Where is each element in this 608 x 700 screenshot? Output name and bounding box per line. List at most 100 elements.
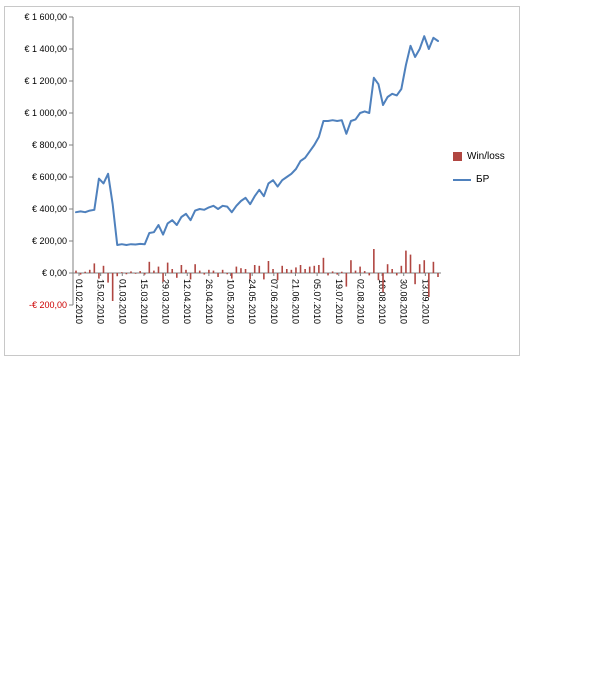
- winloss-bar: [153, 270, 155, 273]
- x-tick-label: 01.03.2010: [117, 279, 127, 324]
- winloss-bar: [208, 269, 210, 273]
- y-tick-label: € 800,00: [32, 140, 67, 150]
- y-tick-label: € 400,00: [32, 204, 67, 214]
- winloss-bar: [350, 260, 352, 273]
- chart-container: € 1 600,00 € 1 400,00 € 1 200,00 € 1 000,00…: [4, 6, 520, 356]
- winloss-bar: [134, 273, 137, 274]
- winloss-bar: [84, 271, 86, 273]
- winloss-bar: [368, 273, 371, 276]
- winloss-bar: [139, 271, 141, 273]
- winloss-bar: [189, 273, 192, 280]
- y-tick-label: € 600,00: [32, 172, 67, 182]
- winloss-bar: [88, 269, 91, 273]
- winloss-bar: [253, 265, 256, 273]
- y-tick-label: € 200,00: [32, 236, 67, 246]
- winloss-bar: [258, 265, 261, 273]
- winloss-bar: [418, 264, 421, 273]
- br-swatch-icon: [453, 178, 471, 181]
- winloss-bar: [125, 273, 128, 275]
- winloss-bar: [176, 273, 178, 278]
- x-tick-label: 29.03.2010: [161, 279, 171, 324]
- y-tick-label: -€ 200,00: [29, 300, 67, 310]
- x-tick-label: 24.05.2010: [247, 279, 257, 324]
- winloss-bar: [322, 257, 325, 273]
- winloss-bar: [166, 262, 169, 273]
- x-tick-label: 19.07.2010: [334, 279, 344, 324]
- winloss-bar: [203, 273, 206, 275]
- winloss-bar: [212, 270, 215, 273]
- y-tick-label: € 1 400,00: [24, 44, 67, 54]
- x-tick-label: 13.09.2010: [420, 279, 430, 324]
- y-tick-label: € 0,00: [42, 268, 67, 278]
- winloss-bar: [148, 261, 151, 273]
- winloss-bar: [437, 273, 439, 277]
- winloss-bar: [285, 269, 288, 273]
- winloss-bar: [171, 269, 174, 273]
- winloss-bar: [336, 273, 338, 275]
- winloss-bar: [143, 273, 146, 275]
- y-tick-label: € 1 600,00: [24, 12, 67, 22]
- winloss-bar: [230, 273, 233, 279]
- winloss-bar: [428, 273, 430, 297]
- winloss-bar: [290, 269, 293, 273]
- winloss-bar: [354, 270, 357, 273]
- winloss-bar: [340, 271, 343, 273]
- legend-label-winloss: Win/loss: [467, 151, 505, 162]
- winloss-bar: [409, 254, 412, 273]
- winloss-bar: [121, 272, 123, 273]
- winloss-bar: [180, 265, 183, 273]
- x-tick-label: 21.06.2010: [290, 279, 300, 324]
- winloss-bar: [414, 273, 416, 285]
- x-tick-label: 05.07.2010: [312, 279, 322, 324]
- winloss-bar: [116, 273, 119, 277]
- winloss-bar: [162, 273, 164, 282]
- winloss-bar: [185, 269, 187, 273]
- equity-line: [75, 35, 439, 246]
- winloss-bar: [157, 266, 160, 273]
- x-tick-label: 07.06.2010: [269, 279, 279, 324]
- legend-label-br: БР: [476, 174, 490, 185]
- chart-legend: Win/loss БР: [453, 151, 505, 185]
- winloss-bar: [198, 270, 201, 273]
- y-tick-label: € 1 200,00: [24, 76, 67, 86]
- winloss-bar: [244, 269, 247, 273]
- winloss-bar: [331, 271, 334, 273]
- winloss-bar: [363, 271, 366, 273]
- x-tick-label: 10.05.2010: [226, 279, 236, 324]
- x-tick-label: 02.08.2010: [355, 279, 365, 324]
- winloss-bar: [318, 265, 320, 273]
- winloss-bar: [432, 261, 435, 273]
- chart-plot: € 1 600,00 € 1 400,00 € 1 200,00 € 1 000,00…: [24, 12, 441, 324]
- winloss-bar: [391, 269, 393, 273]
- winloss-bar: [308, 266, 311, 273]
- winloss-bar: [313, 265, 316, 273]
- winloss-swatch-icon: [453, 152, 462, 161]
- winloss-bar: [423, 260, 426, 273]
- y-tick-label: € 1 000,00: [24, 108, 67, 118]
- x-tick-label: 15.03.2010: [139, 279, 149, 324]
- legend-item-winloss: Win/loss: [453, 151, 505, 162]
- winloss-bar: [377, 273, 380, 281]
- winloss-bar: [235, 266, 238, 273]
- x-tick-label: 12.04.2010: [182, 279, 192, 324]
- winloss-bar: [130, 271, 132, 273]
- winloss-bar: [240, 268, 242, 273]
- winloss-bar: [373, 249, 375, 273]
- winloss-bar: [395, 273, 398, 276]
- winloss-bar: [276, 273, 279, 281]
- winloss-bar: [345, 273, 348, 287]
- winloss-bar: [281, 265, 284, 273]
- winloss-bar: [272, 269, 274, 273]
- winloss-bar: [304, 269, 306, 273]
- winloss-bar: [400, 265, 403, 273]
- winloss-bar: [226, 273, 229, 275]
- winloss-bar: [295, 267, 297, 273]
- winloss-bar: [93, 263, 96, 273]
- x-tick-label: 30.08.2010: [399, 279, 409, 324]
- winloss-bar: [249, 273, 251, 280]
- x-tick-label: 15.02.2010: [96, 279, 106, 324]
- winloss-bar: [75, 270, 77, 273]
- x-tick-label: 01.02.2010: [74, 279, 84, 324]
- winloss-bar: [359, 266, 361, 273]
- winloss-bar: [98, 273, 100, 279]
